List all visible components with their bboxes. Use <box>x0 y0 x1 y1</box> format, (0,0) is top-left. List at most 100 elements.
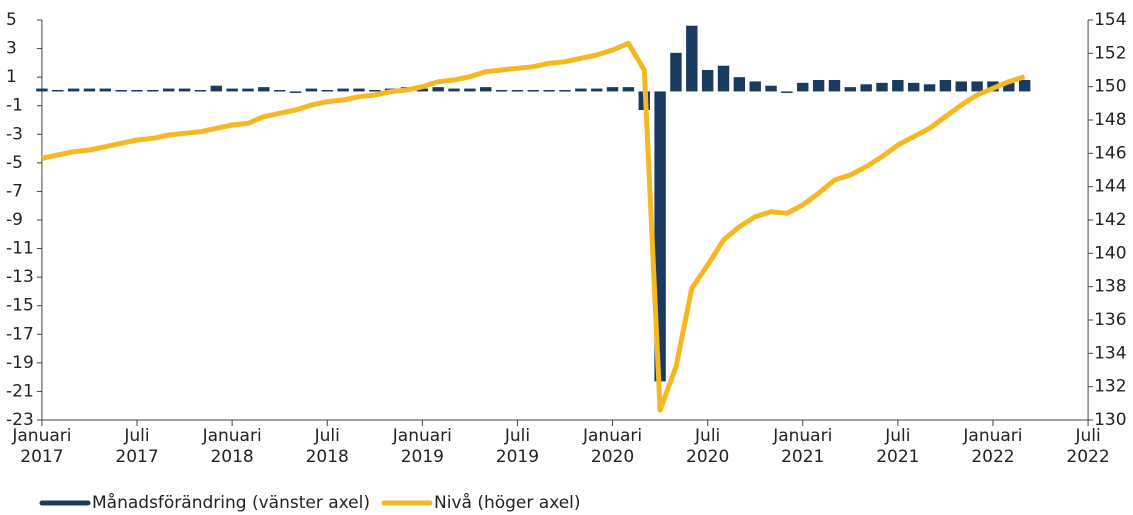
bar <box>892 80 904 92</box>
legend-label: Nivå (höger axel) <box>434 492 581 513</box>
bar <box>955 81 967 92</box>
y-tick-label: -21 <box>6 381 34 401</box>
bar <box>908 82 920 92</box>
bar <box>163 88 175 92</box>
bar <box>606 87 619 92</box>
y2-tick-label: 138 <box>1094 277 1126 297</box>
y2-tick-label: 134 <box>1094 343 1126 363</box>
bar <box>353 88 365 92</box>
y-tick-label: -11 <box>6 239 34 259</box>
bar <box>575 88 587 92</box>
y-tick-label: 1 <box>6 67 17 87</box>
bar <box>844 87 857 92</box>
y2-tick-label: 140 <box>1094 243 1126 263</box>
bar <box>543 90 555 92</box>
y-tick-label: -7 <box>6 181 23 201</box>
x-tick-label: Juli 2022 <box>1066 426 1110 467</box>
bar <box>781 91 793 93</box>
y-tick-label: -5 <box>6 153 23 173</box>
bar <box>511 90 524 92</box>
x-tick-label: Januari 2018 <box>202 426 262 467</box>
y-tick-label: -19 <box>6 353 34 373</box>
bar <box>115 90 127 92</box>
bar <box>860 84 872 92</box>
y-tick-label: -17 <box>6 324 34 344</box>
bar <box>749 81 761 92</box>
bar <box>686 25 698 92</box>
bar <box>337 88 349 92</box>
y2-tick-label: 136 <box>1094 310 1126 330</box>
x-tick-label: Juli 2019 <box>495 426 540 467</box>
y2-tick-label: 154 <box>1094 10 1126 30</box>
x-tick-label: Januari 2020 <box>582 426 643 467</box>
y-tick-label: -3 <box>6 124 23 144</box>
bar <box>448 88 460 92</box>
x-tick-label: Juli 2018 <box>305 426 349 467</box>
bar <box>971 81 983 92</box>
bar <box>923 84 936 92</box>
bar <box>321 90 333 92</box>
bar <box>1003 82 1015 92</box>
bar <box>131 90 143 92</box>
x-tick-label: Januari 2019 <box>392 426 452 467</box>
bar <box>654 91 666 382</box>
bar <box>226 88 238 92</box>
bar <box>670 52 682 92</box>
y2-tick-label: 150 <box>1094 77 1126 97</box>
y2-tick-label: 152 <box>1094 43 1126 63</box>
x-tick-label: Juli 2017 <box>115 426 159 467</box>
x-tick-label: Juli 2021 <box>876 426 920 467</box>
y2-tick-label: 146 <box>1094 143 1126 163</box>
bar <box>765 85 777 92</box>
x-tick-label: Januari 2022 <box>963 426 1023 467</box>
bar <box>52 90 64 92</box>
bar <box>83 88 96 92</box>
bar <box>289 91 302 93</box>
line <box>41 40 1026 413</box>
y2-tick-label: 142 <box>1094 210 1126 230</box>
bar <box>194 90 207 92</box>
bar <box>242 88 254 92</box>
y-tick-label: -1 <box>6 96 23 116</box>
bar <box>622 87 635 92</box>
y2-tick-label: 132 <box>1094 377 1126 397</box>
bar <box>797 82 809 92</box>
bar <box>416 88 429 92</box>
bar <box>147 90 159 92</box>
bar <box>67 88 80 92</box>
bar <box>939 80 952 92</box>
y-tick-label: -15 <box>6 296 34 316</box>
bar <box>559 90 571 92</box>
bar <box>210 85 222 92</box>
bar <box>36 88 48 92</box>
bar <box>828 80 841 92</box>
bar <box>717 65 730 92</box>
bar <box>876 82 888 92</box>
bar <box>1018 80 1031 92</box>
y-tick-label: -9 <box>6 210 23 230</box>
bar <box>812 80 825 92</box>
bar <box>464 88 476 92</box>
bar <box>495 90 508 92</box>
bar <box>590 88 603 92</box>
bar <box>432 87 444 92</box>
legend-label: Månadsförändring (vänster axel) <box>92 492 370 513</box>
y-tick-label: -13 <box>6 267 34 287</box>
bar <box>369 90 381 92</box>
bar <box>701 70 714 92</box>
bar <box>733 77 746 92</box>
y-tick-label: 3 <box>6 39 17 59</box>
bar <box>305 88 318 92</box>
x-tick-label: Januari 2017 <box>12 426 72 467</box>
y-tick-label: -23 <box>6 410 34 430</box>
y-tick-label: 5 <box>6 10 17 30</box>
y2-tick-label: 148 <box>1094 110 1126 130</box>
bar <box>527 90 540 92</box>
bar <box>258 87 270 92</box>
x-tick-label: Januari 2021 <box>773 426 833 467</box>
y2-tick-label: 130 <box>1094 410 1126 430</box>
bar <box>480 87 492 92</box>
bar <box>178 88 191 92</box>
